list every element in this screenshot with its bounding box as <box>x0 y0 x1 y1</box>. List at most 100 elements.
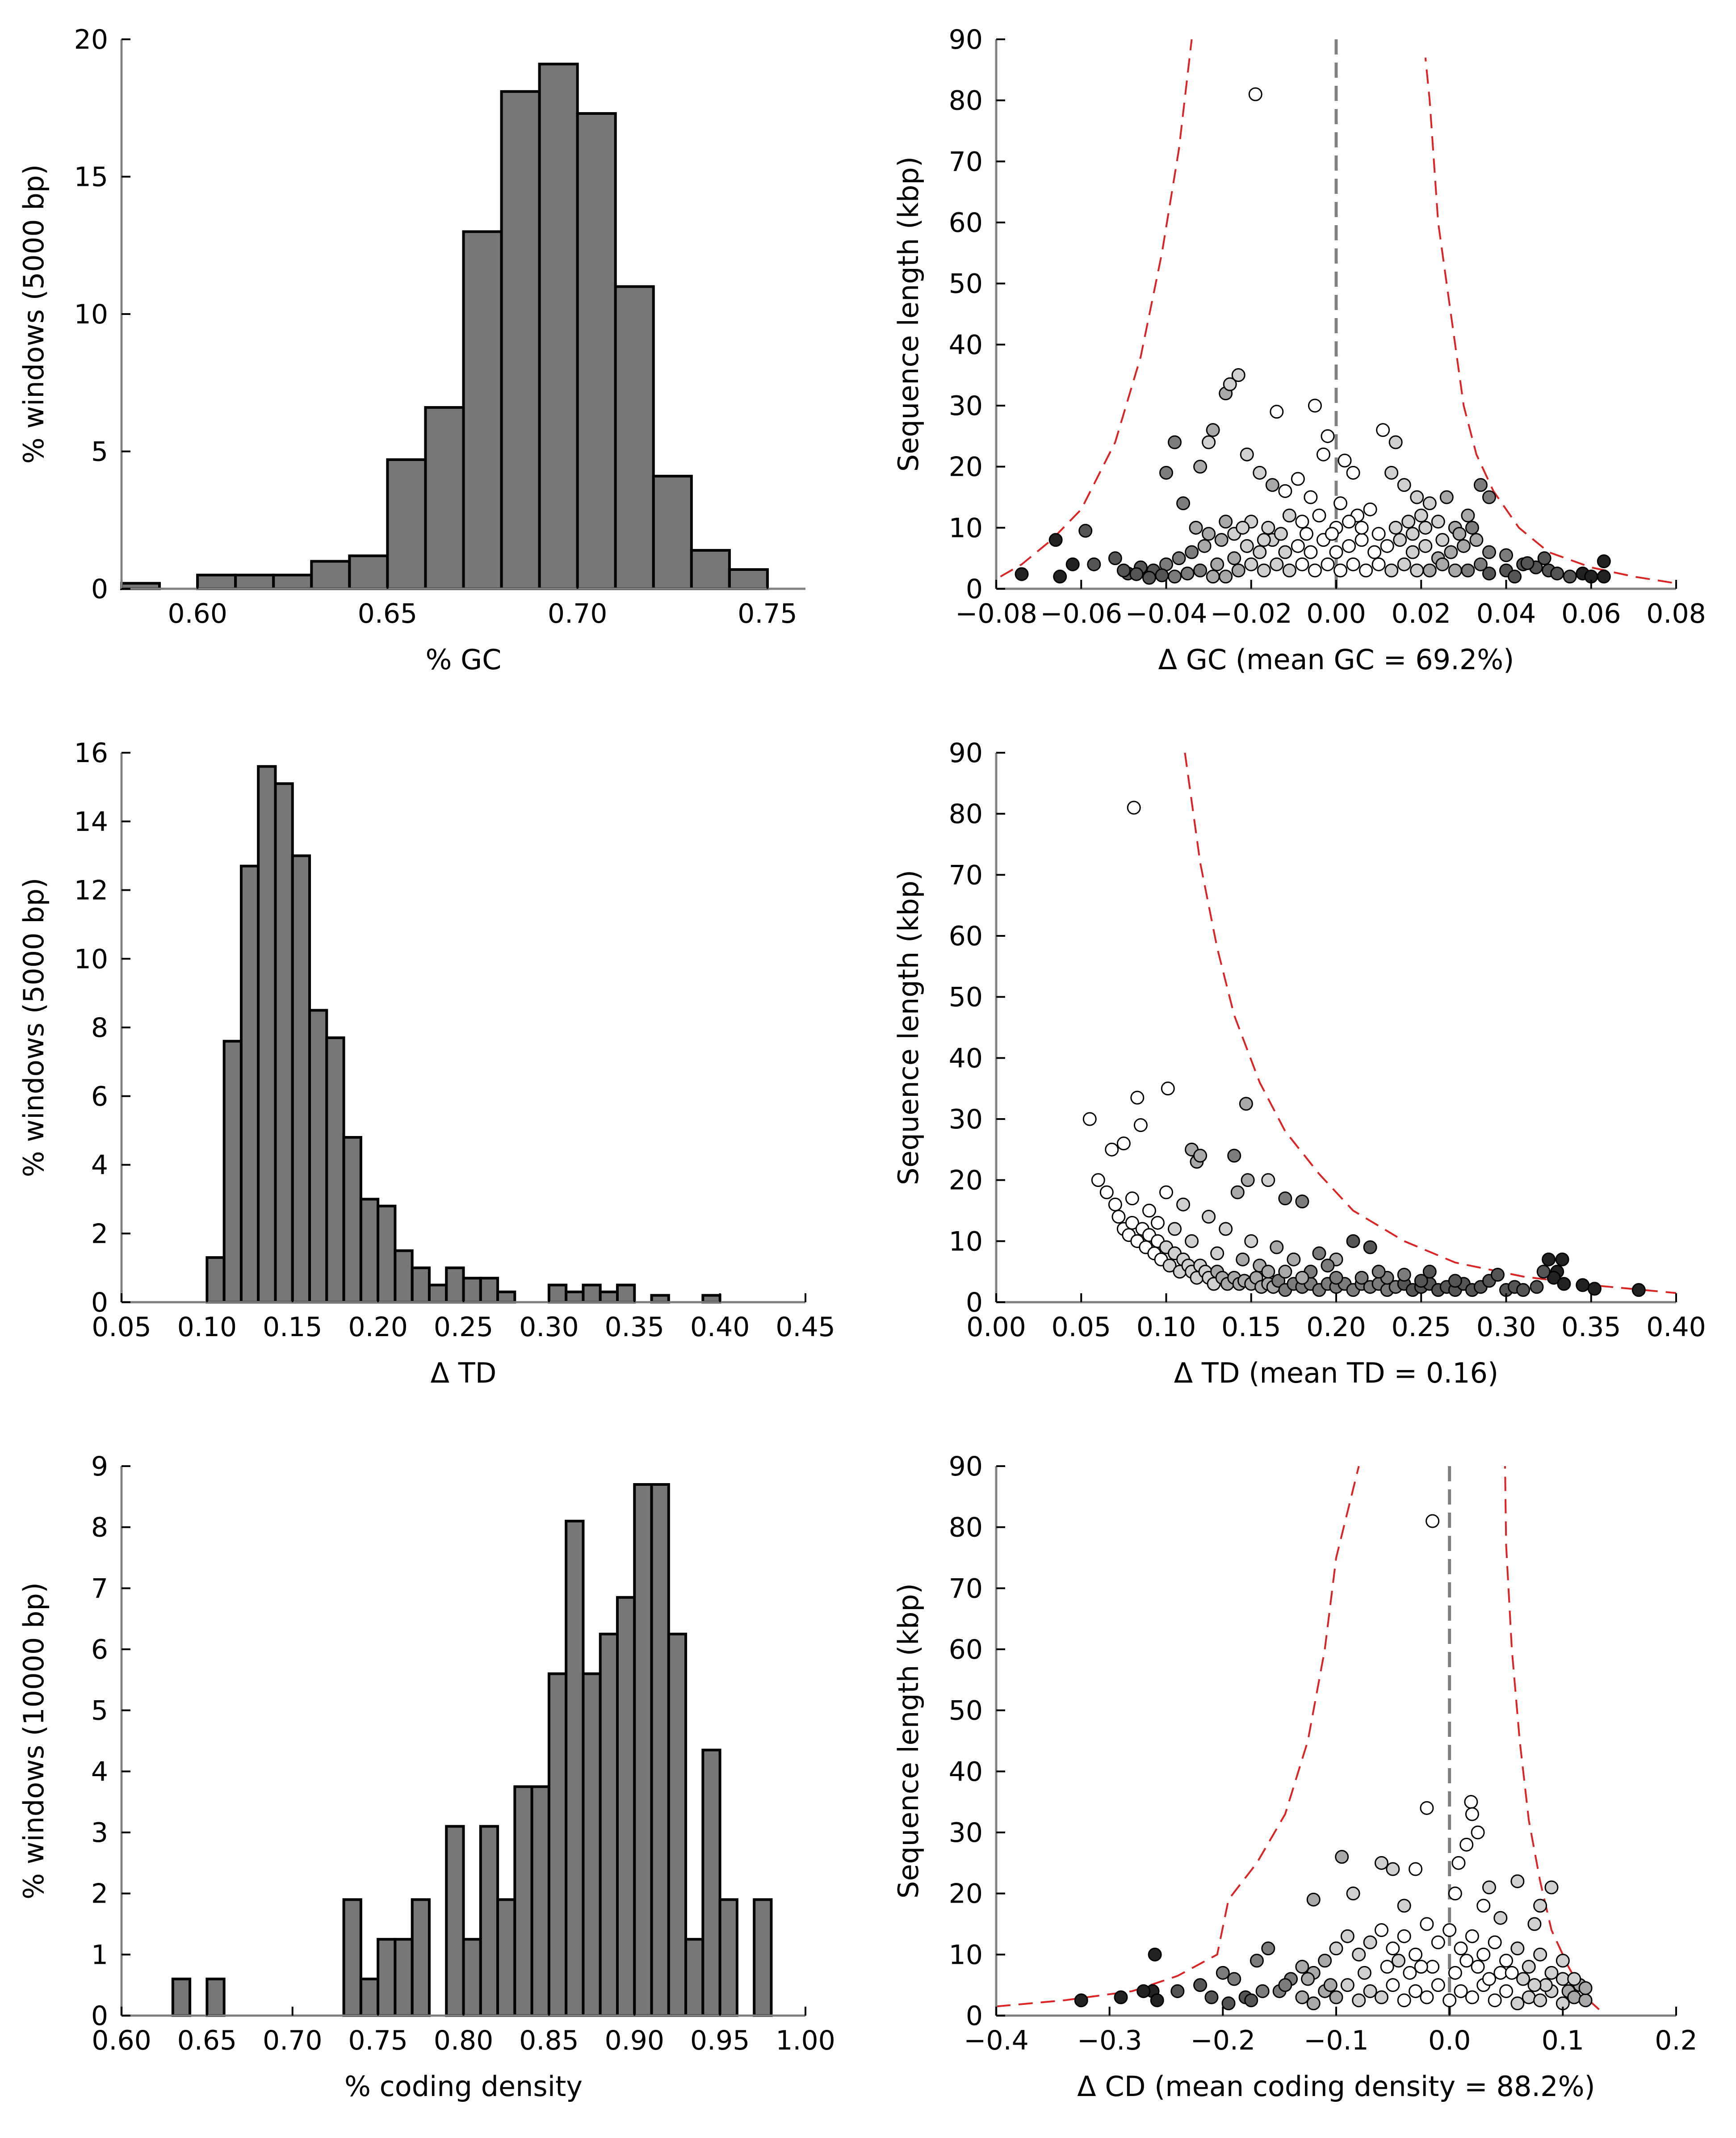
histogram-bar <box>496 1898 516 2017</box>
x-axis-label: Δ TD <box>431 1357 497 1389</box>
scatter-point <box>1510 1996 1525 2011</box>
scatter-point <box>1312 508 1326 523</box>
x-axis-label: % GC <box>426 643 502 676</box>
scatter-point <box>1354 520 1369 535</box>
x-tick-label: 0.2 <box>1655 2025 1697 2056</box>
histogram-bar <box>753 1898 773 2017</box>
scatter-point <box>1410 490 1424 504</box>
histogram-bar <box>342 1898 362 2017</box>
scatter-point <box>1431 515 1445 529</box>
scatter-point <box>1420 1990 1434 2004</box>
scatter-point <box>1403 1966 1417 1980</box>
scatter-point <box>1530 1280 1544 1294</box>
scatter-point <box>1301 1972 1315 1986</box>
y-tick-label: 40 <box>949 1756 983 1787</box>
y-tick-label: 90 <box>949 1451 983 1482</box>
scatter-point <box>1431 1978 1445 1992</box>
scatter-point <box>1335 1850 1349 1864</box>
scatter-point <box>1357 1966 1371 1980</box>
histogram-bar <box>291 854 311 1304</box>
scatter-point <box>1422 496 1437 511</box>
scatter-point <box>1508 570 1522 584</box>
scatter-point <box>1342 515 1356 529</box>
histogram-bar <box>272 574 313 590</box>
scatter-point <box>1278 1265 1292 1279</box>
scatter-point <box>1522 1990 1536 2004</box>
histogram-bar <box>359 1978 380 2017</box>
x-tick-label: 0.90 <box>604 2025 664 2056</box>
x-tick-label: 0.85 <box>519 2025 579 2056</box>
scatter-point <box>1371 1265 1386 1279</box>
y-tick-label: 30 <box>949 1104 983 1135</box>
scatter-point <box>1236 520 1250 535</box>
histogram-bar <box>582 1672 602 2017</box>
x-tick-label: 0.30 <box>1476 1312 1536 1343</box>
scatter-point <box>1397 557 1411 571</box>
y-axis-label: % windows (5000 bp) <box>17 878 50 1177</box>
y-tick-label: 15 <box>74 162 108 193</box>
scatter-point <box>1386 1862 1400 1876</box>
scatter-point <box>1321 557 1335 571</box>
histogram-bar <box>616 1283 636 1304</box>
scatter-point <box>1401 515 1416 529</box>
y-tick-label: 12 <box>74 875 108 906</box>
scatter-point <box>1392 1954 1406 1968</box>
scatter-point <box>1161 1082 1175 1096</box>
scatter-point <box>1435 533 1450 547</box>
y-tick-label: 10 <box>74 943 108 975</box>
scatter-point <box>1136 1984 1151 1998</box>
scatter-point <box>1250 1954 1264 1968</box>
scatter-point <box>1129 567 1144 581</box>
scatter-point <box>1384 465 1399 480</box>
scatter-point <box>1306 1892 1321 1907</box>
scatter-point <box>1448 1966 1462 1980</box>
y-tick-label: 60 <box>949 921 983 952</box>
x-tick-label: 0.00 <box>966 1312 1026 1343</box>
x-tick-label: 0.10 <box>1136 1312 1196 1343</box>
scatter-point <box>1459 1954 1474 1968</box>
scatter-point <box>1409 1984 1423 1998</box>
scatter-point <box>1304 545 1318 559</box>
histogram-bar <box>701 1748 721 2017</box>
scatter-point <box>1471 1960 1485 1974</box>
y-tick-label: 0 <box>91 2000 108 2032</box>
scatter-point <box>1442 1993 1457 2008</box>
histogram-bar <box>394 1938 414 2017</box>
scatter-point <box>1291 539 1305 553</box>
y-tick-label: 3 <box>91 1817 108 1849</box>
scatter-point <box>1473 557 1488 571</box>
histogram-bar <box>500 90 541 591</box>
scatter-point <box>1426 1960 1440 1974</box>
y-tick-label: 60 <box>949 207 983 239</box>
histogram-bar <box>445 1825 465 2017</box>
histogram-bar <box>547 1283 568 1304</box>
scatter-point <box>1493 1911 1508 1925</box>
histogram-bar <box>728 568 769 590</box>
y-tick-label: 2 <box>91 1218 108 1249</box>
scatter-point <box>1482 490 1496 504</box>
scatter-point <box>1150 1216 1165 1230</box>
scatter-point <box>1278 1191 1292 1206</box>
histogram-bar <box>377 1938 397 2017</box>
histogram-bar <box>633 1483 653 2017</box>
scatter-point <box>1065 557 1080 571</box>
y-tick-label: 9 <box>91 1451 108 1482</box>
scatter-point <box>1499 1984 1513 1998</box>
scatter-point <box>1499 1954 1513 1968</box>
x-tick-label: −0.04 <box>1125 598 1208 629</box>
x-tick-label: 0.70 <box>263 2025 323 2056</box>
scatter-point <box>1376 423 1390 437</box>
scatter-point <box>1409 1947 1423 1962</box>
x-axis-label: % coding density <box>344 2070 583 2103</box>
scatter-point <box>1168 1222 1182 1236</box>
histogram-bar <box>234 574 275 590</box>
x-tick-label: 0.20 <box>1306 1312 1366 1343</box>
histogram-bar <box>667 1632 688 2017</box>
scatter-point <box>1556 1972 1570 1986</box>
scatter-point <box>1516 1283 1531 1297</box>
scatter-point <box>1490 1268 1505 1282</box>
scatter-point <box>1270 405 1284 419</box>
histogram-bar <box>599 1290 619 1304</box>
scatter-point <box>1114 1990 1128 2004</box>
scatter-point <box>1340 1929 1354 1943</box>
